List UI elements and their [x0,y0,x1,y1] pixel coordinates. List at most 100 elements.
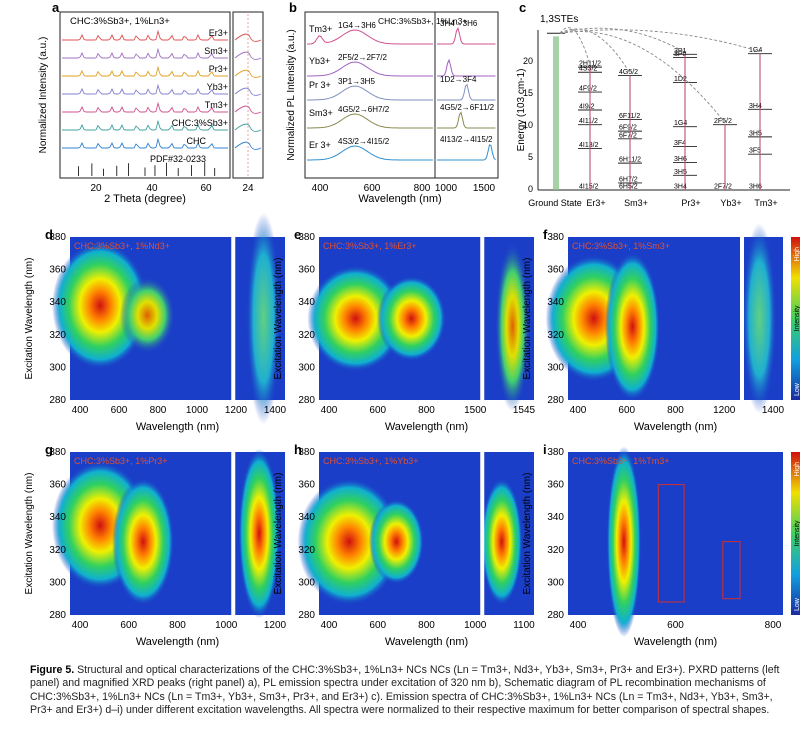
energy-level-label: 1D2 [674,76,687,83]
heatmap-ytick: 380 [298,232,315,243]
highlight-box [722,541,741,600]
caption-text: Structural and optical characterizations… [30,664,780,717]
pl-ion-label: Tm3+ [309,24,332,34]
heatmap-spot [112,478,175,606]
heatmap-spot [742,223,777,414]
heatmap-xtick: 800 [418,405,435,416]
xrd-inset-trace [234,69,262,78]
heatmap-spot [377,276,446,361]
pl-nir-trace [437,83,496,101]
heatmap-xtick: 1400 [762,405,785,416]
heatmap-ytick: 300 [49,577,66,588]
panel-c-stes-label: 1,3STEs [540,14,578,25]
energy-column-label: Pr3+ [681,198,700,208]
panel-letter-b: b [289,0,297,15]
pl-trace [307,113,433,129]
xrd-row-label: Yb3+ [207,82,228,92]
panel-b-frame [304,11,499,179]
heatmap-panel-f: f CHC:3%Sb3+, 1%Sm3+ Wavelength (nm) Excita… [522,223,800,433]
heatmap-sample-label: CHC:3%Sb3+, 1%Er3+ [323,241,417,251]
heatmap-ytick: 340 [547,512,564,523]
panel-b-labels: Tm3+ 1G4→3H6 3H4→3H6 Yb3+ 2F5/2→2F7/2 Pr 3+ 3P… [309,19,495,150]
heatmap-ytick: 340 [298,297,315,308]
xrd-inset-trace [234,105,262,114]
heatmap-xtick: 1000 [215,620,238,631]
heatmap-ytick: 300 [298,577,315,588]
pl-transition-label: 3P1→3H5 [338,77,375,86]
heatmap-ytick: 360 [49,265,66,276]
colorbar-low: Low [794,597,800,611]
heatmap-ytick: 320 [547,545,564,556]
xrd-trace [62,47,228,59]
colorbar-high: High [794,247,800,262]
panel-b-xtick-600: 600 [364,183,381,194]
panel-b-ylabel: Normalized PL Intensity (a.u.) [286,29,297,160]
energy-level-label: 2H11/2 [579,61,601,68]
energy-level-label: 4I9/2 [579,104,595,111]
heatmap-xtick: 1545 [513,405,536,416]
energy-level-label: 2F7/2 [714,184,732,191]
heatmap-ylabel: Excitation Wavelength (nm) [273,258,284,380]
panel-b-xtick-400: 400 [312,183,329,194]
energy-level-label: 3P1 [674,48,687,55]
heatmap-xlabel: Wavelength (nm) [136,421,219,433]
panel-c-levels: Ground State Er3+ Sm3+ Pr3+ Yb3+ Tm3+ 2H11/24S… [528,27,778,208]
heatmap-xlabel: Wavelength (nm) [634,636,717,648]
panel-c-ylabel: Energy (103 cm-1) [516,69,527,152]
heatmap-xtick: 400 [72,620,89,631]
heatmap-ytick: 320 [49,330,66,341]
heatmap-xtick: 800 [418,620,435,631]
heatmap-xtick: 600 [120,620,137,631]
heatmap-axis-break [231,237,236,400]
panel-b-traces [307,27,496,161]
heatmap-xtick: 1100 [513,620,535,631]
xrd-trace [62,119,228,131]
panel-a: a CHC:3%Sb3+, 1%Ln3+ Er3+ Sm3+ Pr3+ Yb3+ Tm3… [38,0,264,205]
pl-trace [307,85,433,101]
xrd-row-label: Er3+ [209,28,228,38]
heatmap-xlabel: Wavelength (nm) [634,421,717,433]
xrd-inset-trace [234,51,262,60]
heatmap-spot [297,478,401,606]
heatmap-ytick: 380 [49,447,66,458]
heatmap-spot [246,212,281,425]
energy-level-label: 4I13/2 [579,142,599,149]
pl-transition-label: 3H4→3H6 [440,19,478,28]
heatmap-xtick: 400 [321,620,338,631]
heatmap-ytick: 340 [49,512,66,523]
panel-a-xtick-60: 60 [200,183,212,194]
heatmap-ytick: 320 [547,330,564,341]
panel-b-xtick-1500: 1500 [473,183,496,194]
heatmap-sample-label: CHC:3%Sb3+, 1%Pr3+ [74,456,168,466]
heatmap-sample-label: CHC:3%Sb3+, 1%Sm3+ [572,241,670,251]
heatmap-xtick: 800 [169,620,186,631]
energy-transfer-arrow [559,29,761,53]
heatmap-ylabel: Excitation Wavelength (nm) [24,258,35,380]
xrd-trace [62,137,228,149]
pl-transition-label: 4I13/2→4I15/2 [440,135,493,144]
energy-level-label: 3H6 [674,156,687,163]
heatmap-xtick: 1400 [264,405,287,416]
energy-level-label: 3F5 [749,148,761,155]
heatmap-ytick: 360 [298,265,315,276]
pl-ion-label: Pr 3+ [309,80,331,90]
pl-transition-label: 1D2→3F4 [440,75,477,84]
figure-caption: Figure 5. Structural and optical charact… [30,664,780,718]
xrd-inset-trace [234,87,262,96]
energy-level-label: 6H7/2 [619,176,638,183]
heatmap-spot [238,448,280,619]
panel-a-inset-frame [232,11,264,179]
heatmap-xtick: 1200 [264,620,287,631]
heatmap-panel-d: d CHC:3%Sb3+, 1%Nd3+ Wavelength (nm) Excita… [24,212,287,433]
heatmap-ytick: 340 [298,512,315,523]
panel-letter-i: i [543,442,547,457]
panel-c-ytick-5: 5 [528,152,533,162]
panel-a-main-frame [59,11,231,179]
heatmap-xtick: 600 [618,405,635,416]
heatmap-spot [51,241,149,370]
heatmap-ytick: 280 [49,395,66,406]
energy-column-label: Ground State [528,198,582,208]
heatmap-ytick: 280 [547,395,564,406]
heatmap-xtick: 400 [570,405,587,416]
colorbar-title: Intensity [794,305,800,332]
